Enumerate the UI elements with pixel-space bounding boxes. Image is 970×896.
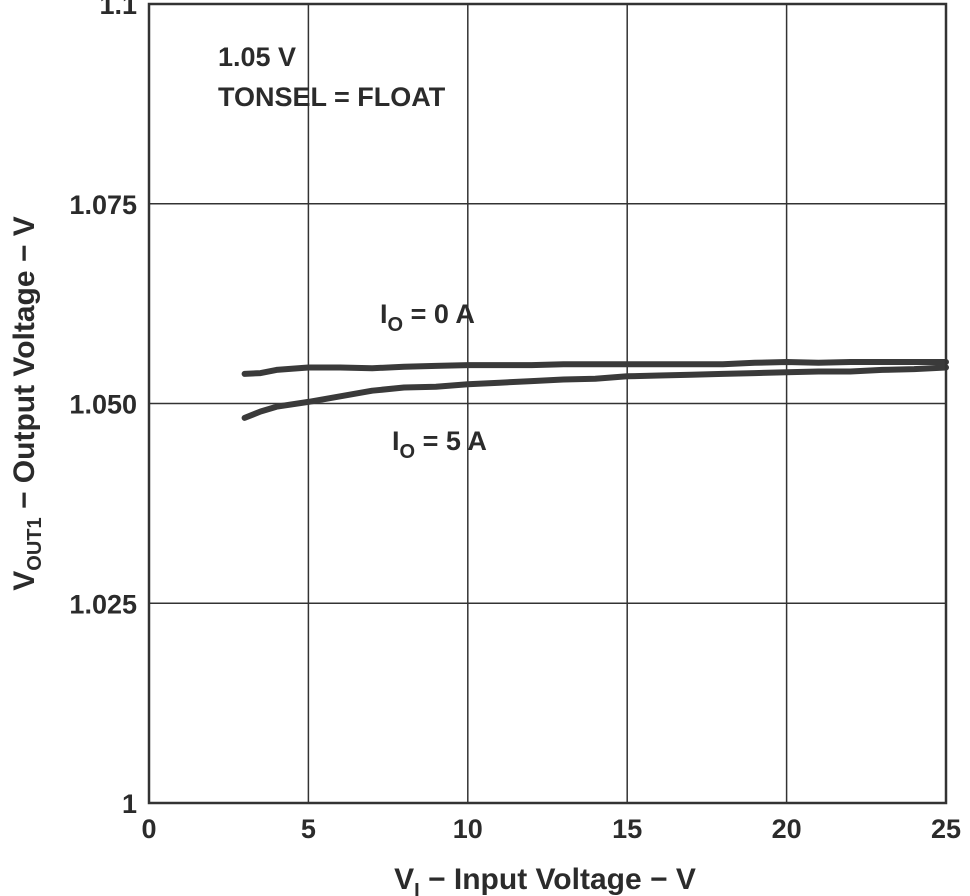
- y-axis-title-rest: − Output Voltage − V: [8, 216, 41, 517]
- x-tick-label: 15: [612, 814, 642, 844]
- x-axis-title-main: V: [394, 863, 414, 896]
- annotation-tonsel: TONSEL = FLOAT: [218, 82, 446, 112]
- x-tick-label: 10: [453, 814, 483, 844]
- x-tick-label: 20: [772, 814, 802, 844]
- series-label-io-0a-rest: = 0 A: [403, 299, 475, 329]
- y-tick-label: 1.050: [69, 390, 137, 420]
- y-axis-title: VOUT1 − Output Voltage − V: [8, 216, 46, 591]
- y-tick-label: 1: [122, 789, 137, 819]
- grid-lines: [149, 4, 946, 803]
- series-line-0: [241, 359, 949, 377]
- annotation-voltage: 1.05 V: [218, 42, 296, 72]
- y-tick-label: 1.075: [69, 190, 137, 220]
- y-tick-label: 1.025: [69, 589, 137, 619]
- y-axis-title-main: V: [8, 571, 41, 591]
- x-axis-title-rest: − Input Voltage − V: [420, 863, 696, 896]
- x-tick-labels: 0 5 10 15 20 25: [141, 814, 961, 844]
- series-label-io-5a-rest: = 5 A: [415, 426, 487, 456]
- series-label-io-0a-main: I: [380, 299, 388, 329]
- x-tick-label: 5: [301, 814, 316, 844]
- series-group: [241, 359, 949, 421]
- x-tick-label: 0: [141, 814, 156, 844]
- y-tick-label: 1.1: [99, 0, 137, 20]
- series-label-io-5a-main: I: [392, 426, 400, 456]
- series-label-io-5a-sub: O: [400, 441, 416, 463]
- x-axis-title-sub: I: [414, 880, 420, 896]
- series-line-1: [241, 364, 949, 421]
- x-tick-label: 25: [931, 814, 961, 844]
- x-axis-title: VI − Input Voltage − V: [394, 863, 696, 896]
- y-axis-title-sub: OUT1: [24, 517, 46, 570]
- series-label-io-0a: IO = 0 A: [380, 299, 475, 336]
- series-label-io-5a: IO = 5 A: [392, 426, 487, 463]
- y-tick-labels: 1 1.025 1.050 1.075 1.1: [69, 0, 137, 819]
- plot-frame: [147, 2, 948, 805]
- series-label-io-0a-sub: O: [388, 314, 404, 336]
